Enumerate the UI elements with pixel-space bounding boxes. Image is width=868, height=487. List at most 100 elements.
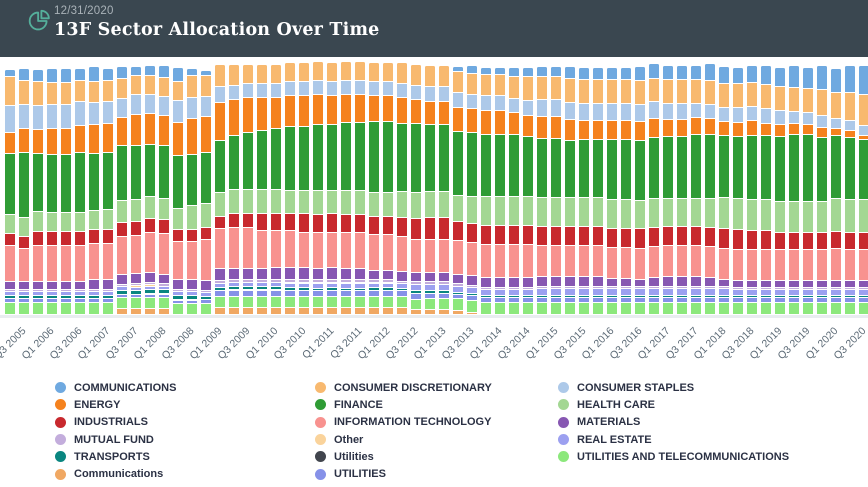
segment-industrials[interactable] [327,214,337,234]
segment-utilities[interactable] [5,299,15,303]
segment-consumer-staples[interactable] [369,82,379,97]
segment-consumer-discretionary[interactable] [775,86,785,111]
segment-consumer-discretionary[interactable] [145,75,155,95]
segment-industrials[interactable] [19,236,29,249]
segment-consumer-staples[interactable] [719,107,729,122]
segment-transports[interactable] [33,295,43,300]
segment-communications[interactable] [117,67,127,80]
segment-consumer-discretionary[interactable] [733,84,743,109]
segment-energy[interactable] [243,97,253,134]
segment-industrials[interactable] [33,231,43,247]
segment-industrials[interactable] [537,227,547,247]
segment-transports[interactable] [187,295,197,300]
segment-transports[interactable] [719,296,729,299]
segment-finance[interactable] [481,134,491,197]
segment-health-care[interactable] [579,197,589,227]
segment-health-care[interactable] [75,212,85,233]
segment-information-technology[interactable] [439,239,449,273]
segment-information-technology[interactable] [229,228,239,269]
segment-materials[interactable] [355,268,365,281]
segment-industrials[interactable] [355,214,365,234]
stacked-bar[interactable] [75,68,85,315]
segment-real-estate[interactable] [635,289,645,297]
segment-mutual-fund[interactable] [663,286,673,290]
segment-industrials[interactable] [5,234,15,247]
segment-utilities[interactable] [327,291,337,298]
segment-utilities[interactable] [495,298,505,303]
segment-transports[interactable] [439,290,449,294]
segment-mutual-fund[interactable] [551,286,561,290]
segment-mutual-fund[interactable] [271,280,281,283]
segment-energy[interactable] [89,124,99,154]
segment-mutual-fund[interactable] [495,287,505,291]
segment-industrials[interactable] [803,232,813,250]
segment-mutual-fund[interactable] [117,285,127,288]
segment-finance[interactable] [327,124,337,191]
segment-energy[interactable] [131,114,141,146]
segment-mutual-fund[interactable] [621,286,631,289]
segment-consumer-staples[interactable] [145,94,155,114]
segment-utilities[interactable] [663,298,673,303]
segment-transports[interactable] [327,288,337,292]
segment-consumer-discretionary[interactable] [635,81,645,106]
stacked-bar[interactable] [705,64,715,315]
segment-information-technology[interactable] [187,241,197,281]
segment-health-care[interactable] [145,197,155,219]
segment-utilities[interactable] [159,293,169,295]
segment-consumer-discretionary[interactable] [845,92,855,122]
segment-consumer-discretionary[interactable] [313,62,323,81]
segment-communications[interactable] [75,68,85,81]
segment-materials[interactable] [243,268,253,281]
segment-communications[interactable] [719,67,729,84]
segment-energy[interactable] [187,119,197,156]
segment-information-technology[interactable] [523,244,533,279]
segment-mutual-fund[interactable] [719,286,729,290]
segment-finance[interactable] [747,135,757,200]
segment-mutual-fund[interactable] [299,280,309,283]
segment-mutual-fund[interactable] [607,286,617,289]
segment-utilities-and-telecommunications[interactable] [663,303,673,315]
segment-mutual-fund[interactable] [523,287,533,291]
segment-mutual-fund[interactable] [733,287,743,291]
segment-utilities-and-telecommunications[interactable] [117,298,127,309]
segment-energy[interactable] [145,113,155,145]
segment-mutual-fund[interactable] [243,280,253,283]
segment-consumer-discretionary[interactable] [607,80,617,105]
segment-utilities[interactable] [845,298,855,304]
segment-energy[interactable] [747,121,757,136]
segment-consumer-discretionary[interactable] [467,73,477,95]
segment-finance[interactable] [75,152,85,213]
segment-industrials[interactable] [509,225,519,245]
segment-energy[interactable] [579,121,589,141]
segment-consumer-discretionary[interactable] [159,77,169,97]
segment-communications[interactable] [117,308,127,315]
segment-industrials[interactable] [229,214,239,229]
segment-finance[interactable] [831,136,841,199]
segment-utilities[interactable] [103,299,113,303]
segment-transports[interactable] [117,291,127,295]
segment-utilities[interactable] [229,290,239,292]
segment-transports[interactable] [565,296,575,299]
segment-utilities-and-telecommunications[interactable] [383,297,393,308]
segment-real-estate[interactable] [369,283,379,289]
segment-utilities-and-telecommunications[interactable] [411,299,421,311]
segment-transports[interactable] [159,290,169,294]
segment-health-care[interactable] [369,193,379,217]
segment-health-care[interactable] [201,203,211,228]
segment-transports[interactable] [649,296,659,299]
segment-energy[interactable] [663,120,673,138]
segment-transports[interactable] [761,296,771,299]
segment-finance[interactable] [285,126,295,191]
segment-health-care[interactable] [425,191,435,219]
segment-finance[interactable] [313,125,323,192]
segment-consumer-discretionary[interactable] [789,87,799,112]
segment-consumer-discretionary[interactable] [425,65,435,88]
segment-utilities[interactable] [313,291,323,298]
segment-industrials[interactable] [173,230,183,243]
segment-utilities-and-telecommunications[interactable] [33,302,43,315]
segment-consumer-staples[interactable] [481,96,491,111]
segment-communications[interactable] [705,64,715,82]
segment-industrials[interactable] [131,221,141,237]
segment-industrials[interactable] [747,230,757,250]
segment-mutual-fund[interactable] [803,287,813,291]
